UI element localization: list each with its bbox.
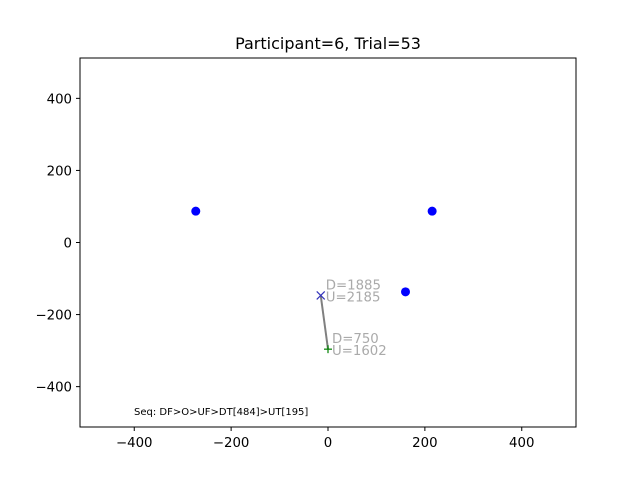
y-tick-label: −400 bbox=[35, 381, 72, 396]
start-annotation: U=1602 bbox=[332, 344, 387, 359]
x-tick-label: 0 bbox=[324, 436, 332, 451]
target-point bbox=[401, 287, 410, 297]
y-tick-label: 200 bbox=[47, 164, 72, 179]
x-tick-label: 200 bbox=[412, 436, 437, 451]
y-tick-label: 0 bbox=[64, 237, 72, 252]
x-tick-label: 400 bbox=[509, 436, 534, 451]
end-annotation: U=2185 bbox=[326, 290, 381, 305]
target-point bbox=[191, 206, 201, 216]
start-annotation: D=750 bbox=[332, 332, 379, 347]
x-tick-label: −200 bbox=[213, 436, 250, 451]
y-tick-label: 400 bbox=[47, 92, 72, 107]
plot-area bbox=[79, 57, 577, 428]
y-tick-label: −200 bbox=[35, 309, 72, 324]
y-axis: −400 −200 0 200 400 bbox=[35, 92, 80, 396]
sequence-annotation: Seq: DF>O>UF>DT[484]>UT[195] bbox=[134, 407, 308, 418]
chart-title: Participant=6, Trial=53 bbox=[235, 34, 421, 53]
trajectory-line bbox=[319, 295, 329, 350]
x-axis: −400 −200 0 200 400 bbox=[116, 427, 534, 451]
end-annotation: D=1885 bbox=[326, 278, 381, 293]
x-tick-label: −400 bbox=[116, 436, 153, 451]
target-point bbox=[427, 206, 437, 216]
end-marker bbox=[316, 291, 326, 300]
